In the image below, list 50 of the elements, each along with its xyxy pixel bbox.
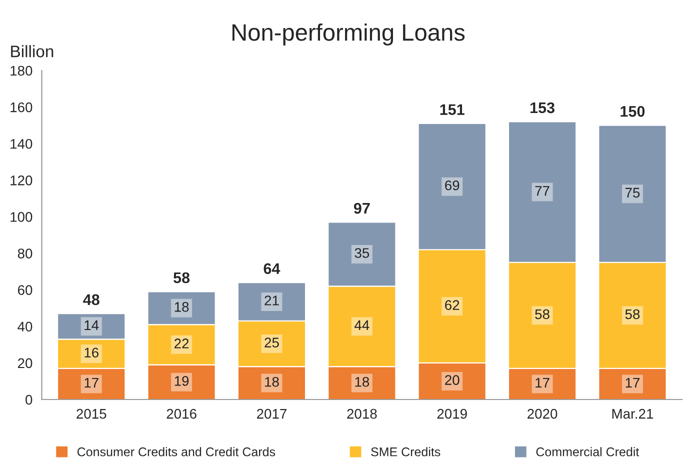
total-label: 97 (354, 202, 370, 214)
total-label: 58 (174, 272, 190, 284)
data-label: 14 (84, 320, 99, 330)
total-label: 151 (440, 104, 464, 115)
x-tick-label: 2015 (76, 408, 106, 419)
data-label: 17 (84, 378, 98, 388)
y-axis-title: Billion (11, 45, 54, 58)
data-label: 25 (264, 338, 279, 348)
chart-title: Non-performing Loans (232, 24, 465, 46)
y-tick-label: 60 (18, 285, 32, 296)
data-label: 17 (536, 378, 550, 388)
x-tick-label: 2018 (347, 408, 377, 419)
y-tick-label: 140 (10, 138, 32, 149)
data-label: 17 (626, 378, 640, 388)
data-label: 18 (265, 376, 279, 387)
data-label: 69 (445, 180, 460, 190)
data-label: 58 (625, 309, 640, 320)
total-label: 150 (620, 106, 645, 117)
x-tick-label: 2019 (437, 408, 467, 419)
data-label: 58 (535, 309, 550, 320)
data-label: 19 (174, 376, 189, 386)
legend-label: SME Credits (371, 447, 440, 456)
x-tick-label: 2020 (528, 408, 558, 419)
legend-label: Consumer Credits and Credit Cards (77, 447, 276, 456)
y-tick-label: 100 (10, 212, 32, 222)
y-tick-label: 0 (26, 394, 32, 405)
data-label: 75 (625, 188, 640, 198)
total-label: 48 (83, 294, 100, 306)
total-label: 153 (530, 102, 554, 114)
data-label: 62 (445, 300, 460, 310)
x-tick-label: Mar.21 (612, 408, 654, 419)
total-label: 64 (264, 263, 280, 274)
legend-label: Commercial Credit (536, 447, 640, 456)
data-label: 22 (174, 338, 189, 348)
y-tick-label: 40 (18, 322, 32, 332)
data-label: 21 (264, 296, 279, 306)
data-label: 16 (84, 348, 98, 358)
data-label: 20 (445, 375, 460, 385)
y-tick-label: 120 (10, 176, 32, 186)
data-label: 44 (354, 320, 370, 330)
x-tick-label: 2016 (166, 408, 196, 419)
y-tick-label: 160 (10, 102, 32, 112)
data-label: 18 (355, 376, 370, 387)
x-tick-label: 2017 (256, 408, 286, 419)
y-tick-label: 20 (18, 358, 32, 368)
data-label: 18 (174, 302, 189, 312)
y-tick-label: 80 (18, 248, 32, 258)
data-label: 35 (354, 248, 370, 258)
y-tick-label: 180 (10, 66, 32, 76)
data-label: 77 (535, 186, 550, 196)
